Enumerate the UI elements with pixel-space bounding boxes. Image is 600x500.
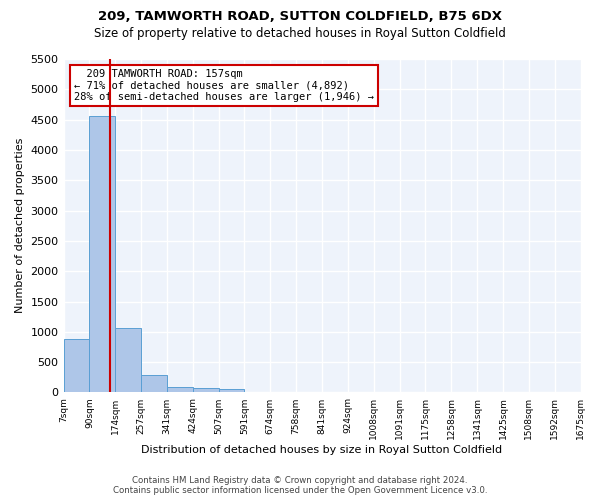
Bar [141,375,167,392]
Y-axis label: Number of detached properties: Number of detached properties [15,138,25,314]
Bar [167,386,193,392]
Bar [193,388,218,392]
Bar [218,389,244,392]
Text: 209 TAMWORTH ROAD: 157sqm
← 71% of detached houses are smaller (4,892)
28% of se: 209 TAMWORTH ROAD: 157sqm ← 71% of detac… [74,69,374,102]
Text: 209, TAMWORTH ROAD, SUTTON COLDFIELD, B75 6DX: 209, TAMWORTH ROAD, SUTTON COLDFIELD, B7… [98,10,502,23]
Bar [115,328,141,392]
Bar [89,116,115,392]
Bar [64,339,89,392]
X-axis label: Distribution of detached houses by size in Royal Sutton Coldfield: Distribution of detached houses by size … [142,445,503,455]
Text: Contains HM Land Registry data © Crown copyright and database right 2024.
Contai: Contains HM Land Registry data © Crown c… [113,476,487,495]
Text: Size of property relative to detached houses in Royal Sutton Coldfield: Size of property relative to detached ho… [94,28,506,40]
